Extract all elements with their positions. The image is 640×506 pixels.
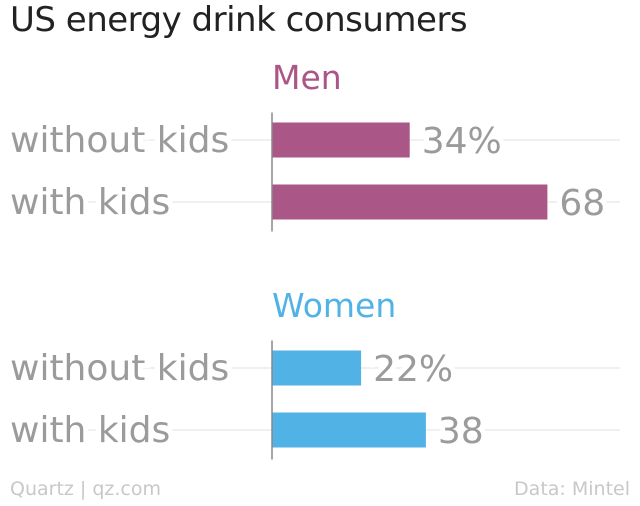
value-label: 34%: [422, 121, 502, 162]
value-label: 22%: [373, 349, 453, 390]
group-header-women: Women: [272, 286, 396, 325]
category-label: with kids: [10, 410, 170, 451]
footer-credit: Quartz | qz.com: [10, 478, 162, 500]
bar-men-with-kids: [272, 184, 548, 220]
bar-women-with-kids: [272, 412, 426, 448]
category-label: with kids: [10, 182, 170, 223]
footer-source: Data: Mintel: [514, 478, 630, 500]
chart-title: US energy drink consumers: [10, 0, 468, 40]
category-label: without kids: [10, 348, 229, 389]
group-header-men: Men: [272, 58, 342, 97]
value-label: 68: [559, 183, 605, 224]
bar-women-without-kids: [272, 350, 362, 386]
category-label: without kids: [10, 120, 229, 161]
bar-men-without-kids: [272, 122, 410, 158]
value-label: 38: [438, 411, 484, 452]
